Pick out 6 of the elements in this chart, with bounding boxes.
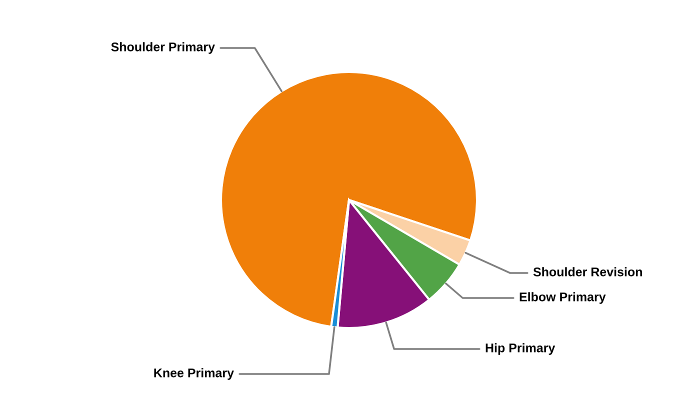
pie-slice	[220, 70, 478, 328]
slice-label: Shoulder Revision	[533, 267, 642, 276]
slice-label: Shoulder Primary	[111, 42, 215, 54]
slice-label: Hip Primary	[486, 343, 556, 355]
slice-label: Elbow Primary	[520, 292, 606, 304]
slice-label: Knee Primary	[154, 368, 234, 380]
